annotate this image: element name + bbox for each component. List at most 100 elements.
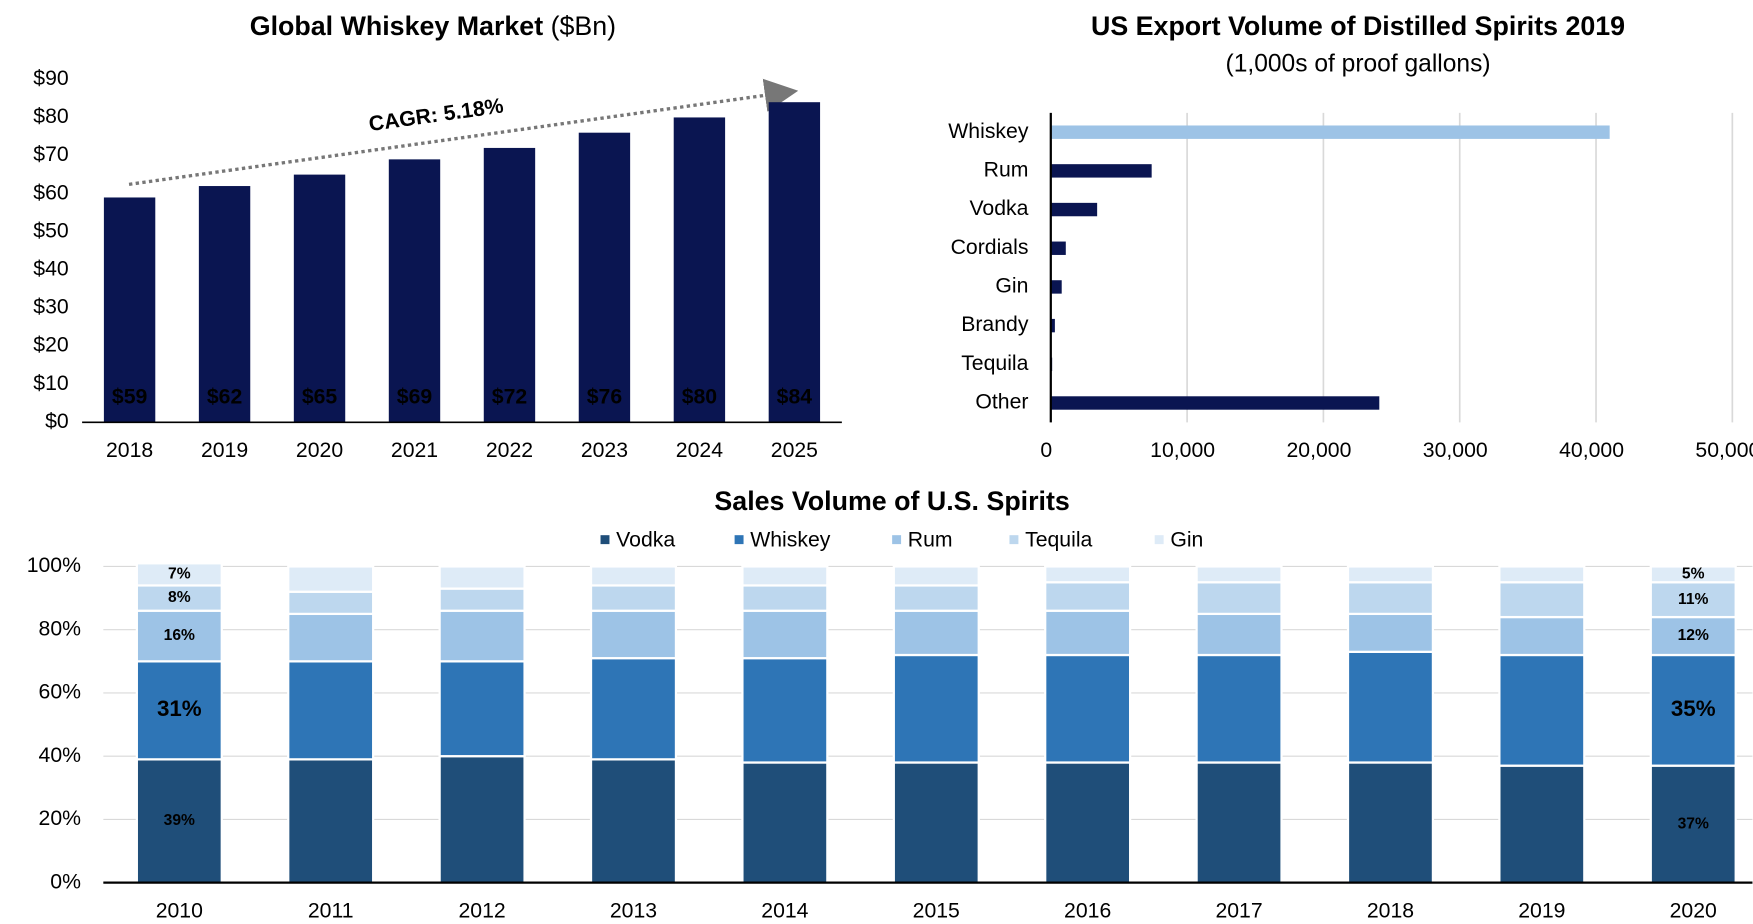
x-tick-label: 2021 [391, 439, 438, 462]
x-tick-label: 2016 [1064, 899, 1111, 922]
bar-segment [589, 657, 678, 761]
value-label: 12% [1678, 627, 1709, 644]
x-tick-label: 2012 [458, 899, 505, 922]
legend-marker [600, 535, 610, 545]
bar-segment [438, 660, 526, 758]
bar-segment [287, 590, 375, 616]
y-tick-label: 100% [27, 554, 81, 577]
bar-segment [741, 565, 829, 587]
bar-segment [892, 584, 980, 612]
y-tick-label: 80% [39, 617, 82, 640]
bar-segment [287, 758, 375, 884]
bar [1050, 125, 1610, 139]
y-tick-label: Tequila [961, 352, 1028, 375]
bar-segment [438, 565, 526, 590]
y-tick-label: 60% [39, 681, 82, 704]
bar-segment [1346, 650, 1435, 764]
y-tick-label: $90 [33, 67, 68, 90]
bar-segment [589, 565, 678, 587]
chart-title: US Export Volume of Distilled Spirits 20… [1091, 11, 1625, 41]
bar-segment [741, 761, 829, 884]
value-label: 31% [157, 696, 202, 721]
bar-segment [741, 584, 829, 612]
y-tick-label: $40 [33, 257, 68, 280]
x-tick-label: 2019 [1518, 899, 1565, 922]
value-label: 11% [1678, 591, 1709, 608]
y-tick-label: $50 [33, 219, 68, 242]
bar-segment [892, 609, 980, 657]
x-tick-label: 2020 [1670, 899, 1717, 922]
y-tick-label: Other [975, 391, 1028, 414]
value-label: 37% [1678, 815, 1709, 832]
chart-title: Sales Volume of U.S. Spirits [714, 486, 1069, 516]
bar-segment [135, 758, 223, 884]
bar-segment [1346, 581, 1435, 616]
bar-segment [1195, 653, 1283, 764]
bar-segment [1195, 565, 1283, 584]
bar-segment [892, 653, 980, 764]
x-tick-label: 2011 [308, 899, 354, 922]
y-tick-label: 0% [50, 870, 81, 893]
bar-segment [589, 758, 678, 884]
x-tick-label: 2017 [1215, 899, 1262, 922]
bar-segment [589, 609, 678, 660]
value-label: $80 [682, 385, 717, 408]
y-tick-label: $70 [33, 143, 68, 166]
bar-segment [1498, 565, 1586, 584]
bar-segment [135, 660, 223, 761]
title-unit: ($Bn) [551, 11, 617, 41]
y-tick-label: Gin [995, 275, 1028, 298]
bar [198, 186, 251, 423]
bar [1050, 396, 1380, 410]
y-tick-label: $20 [33, 334, 68, 357]
x-tick-label: 30,000 [1423, 439, 1488, 462]
y-tick-label: 20% [39, 807, 82, 830]
y-tick-label: $10 [33, 372, 68, 395]
legend-label: Rum [908, 528, 953, 551]
y-tick-label: $0 [45, 410, 69, 433]
value-label: 7% [168, 565, 191, 582]
value-label: $69 [397, 385, 433, 408]
bar-segment [1346, 612, 1435, 653]
bar-segment [1498, 581, 1586, 619]
value-label: 35% [1671, 696, 1716, 721]
y-tick-label: $30 [33, 296, 68, 319]
x-tick-label: 10,000 [1150, 439, 1215, 462]
x-tick-label: 2024 [676, 439, 723, 462]
bar-segment [1044, 565, 1132, 584]
bar [578, 132, 631, 423]
legend-marker [734, 535, 744, 545]
y-tick-label: Vodka [969, 197, 1028, 220]
x-tick-label: 2013 [610, 899, 657, 922]
bar [293, 174, 346, 423]
legend-label: Gin [1170, 528, 1203, 551]
value-label: $65 [302, 385, 338, 408]
chart-title: Global Whiskey Market ($Bn) [250, 11, 616, 41]
value-label: $84 [777, 385, 813, 408]
bar [483, 147, 536, 423]
x-tick-label: 50,000 [1695, 439, 1753, 462]
y-tick-label: Brandy [961, 313, 1029, 336]
x-tick-label: 2018 [1367, 899, 1414, 922]
bar-segment [589, 584, 678, 612]
x-tick-label: 2025 [771, 439, 818, 462]
bar-segment [1195, 761, 1283, 884]
value-label: 39% [164, 812, 195, 829]
bar-segment [1195, 612, 1283, 657]
bar-segment [438, 587, 526, 612]
bar-segment [1649, 565, 1737, 584]
x-tick-label: 40,000 [1559, 439, 1624, 462]
bar-segment [287, 565, 375, 593]
value-label: $72 [492, 385, 527, 408]
bar-segment [438, 755, 526, 884]
bar-segment [1044, 581, 1132, 612]
legend-label: Tequila [1025, 528, 1092, 551]
bar-segment [1649, 764, 1737, 884]
y-tick-label: Cordials [951, 236, 1029, 259]
bar-segment [1346, 761, 1435, 884]
legend-label: Whiskey [750, 528, 831, 551]
bar-segment [1649, 615, 1737, 657]
legend-label: Vodka [616, 528, 675, 551]
bar-segment [1498, 615, 1586, 657]
